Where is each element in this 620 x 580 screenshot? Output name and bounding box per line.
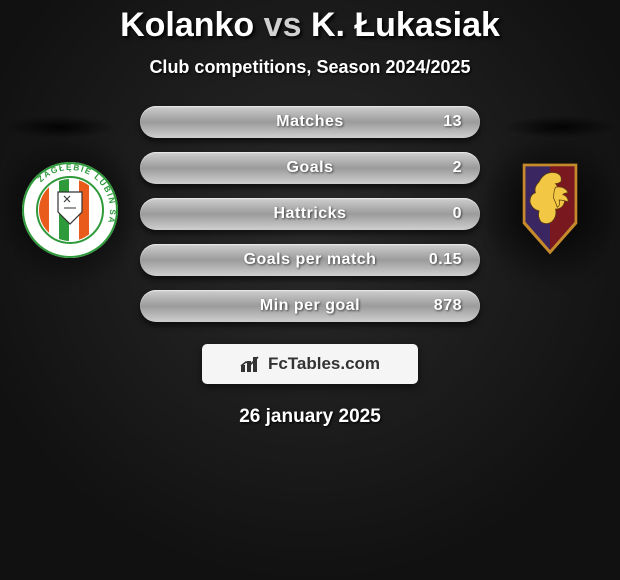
pogon-szczecin-icon bbox=[500, 160, 600, 260]
bar-chart-icon bbox=[240, 355, 262, 373]
stat-right-value: 878 bbox=[434, 297, 462, 315]
zaglebie-lubin-icon: ZAGŁĘBIE LUBIN SA bbox=[20, 160, 120, 260]
branding-text: FcTables.com bbox=[268, 354, 380, 374]
content: Kolanko vs K. Łukasiak Club competitions… bbox=[0, 0, 620, 428]
team-crest-right bbox=[500, 160, 600, 260]
stat-pill-matches: Matches 13 bbox=[140, 106, 480, 138]
branding-badge[interactable]: FcTables.com bbox=[202, 344, 418, 384]
stat-label: Goals per match bbox=[244, 251, 377, 269]
stat-label: Goals bbox=[287, 159, 334, 177]
stat-right-value: 0 bbox=[453, 205, 462, 223]
stat-pill-goals-per-match: Goals per match 0.15 bbox=[140, 244, 480, 276]
vs-separator: vs bbox=[264, 6, 302, 44]
page-title: Kolanko vs K. Łukasiak bbox=[0, 0, 620, 45]
stat-label: Hattricks bbox=[274, 205, 347, 223]
stat-label: Min per goal bbox=[260, 297, 360, 315]
team-crest-left: ZAGŁĘBIE LUBIN SA bbox=[20, 160, 120, 260]
stat-right-value: 2 bbox=[453, 159, 462, 177]
stat-right-value: 0.15 bbox=[429, 251, 462, 269]
comparison-arena: ZAGŁĘBIE LUBIN SA bbox=[0, 106, 620, 326]
date-label: 26 january 2025 bbox=[0, 406, 620, 428]
player1-name: Kolanko bbox=[120, 6, 254, 44]
stat-pill-goals: Goals 2 bbox=[140, 152, 480, 184]
subtitle: Club competitions, Season 2024/2025 bbox=[0, 57, 620, 78]
stat-pill-hattricks: Hattricks 0 bbox=[140, 198, 480, 230]
stat-label: Matches bbox=[276, 113, 344, 131]
stat-right-value: 13 bbox=[443, 113, 462, 131]
stat-pill-min-per-goal: Min per goal 878 bbox=[140, 290, 480, 322]
player2-name: K. Łukasiak bbox=[311, 6, 500, 44]
